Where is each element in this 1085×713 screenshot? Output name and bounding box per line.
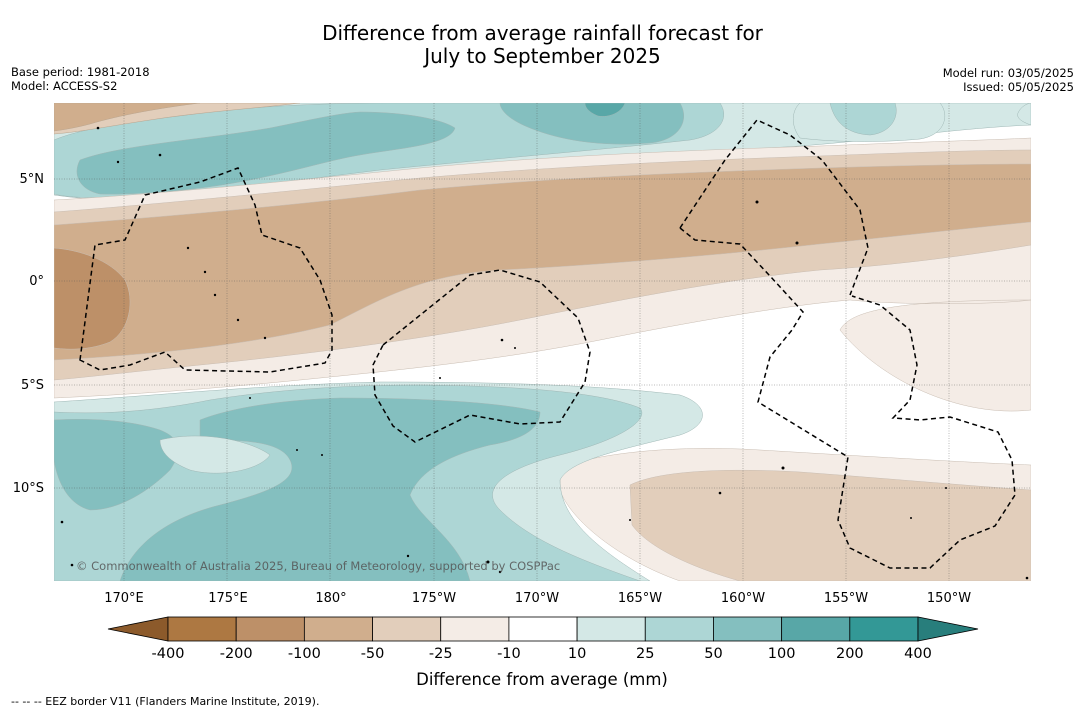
colorbar [107, 616, 979, 642]
copyright-text: © Commonwealth of Australia 2025, Bureau… [76, 559, 560, 573]
colorbar-tick-label: -200 [220, 646, 253, 662]
lat-label-0: 0° [29, 274, 44, 289]
rainfall-contours: © Commonwealth of Australia 2025, Bureau… [54, 103, 1031, 581]
colorbar-segment [440, 616, 510, 642]
contour-dry-band-darkest-brown [54, 247, 131, 350]
colorbar-segment [235, 616, 305, 642]
lon-label-170w: 170°W [515, 591, 559, 606]
model-run-date: Model run: 03/05/2025 [942, 66, 1074, 80]
lon-axis-labels: 170°E 175°E 180° 175°W 170°W 165°W 160°W… [104, 591, 971, 606]
colorbar-tick-label: 50 [704, 646, 722, 662]
islands [60, 126, 1029, 580]
contour-top-right-mid-teal [829, 103, 897, 136]
colorbar-tick-labels: -400 -200 -100 -50 -25 -10 10 25 50 100 200 400 [152, 646, 932, 662]
colorbar-tick-label: 10 [568, 646, 586, 662]
contour-south-white-gap [159, 435, 271, 474]
meta-left: Base period: 1981-2018 Model: ACCESS-S2 [11, 65, 150, 93]
map-title-line-1: Difference from average rainfall forecas… [322, 21, 763, 45]
lon-label-150w: 150°W [927, 591, 971, 606]
eez-border-howland-baker [372, 269, 591, 443]
colorbar-tick-label: -100 [288, 646, 321, 662]
colorbar-tick-label: -50 [361, 646, 385, 662]
contour-dry-band-mid-brown [54, 163, 1031, 361]
lon-label-160w: 160°W [721, 591, 765, 606]
eez-border-tuvalu [79, 167, 333, 373]
lat-label-5s: 5°S [21, 378, 44, 393]
lon-label-170e: 170°E [104, 591, 144, 606]
lon-label-155w: 155°W [824, 591, 868, 606]
eez-footnote: -- -- -- EEZ border V11 (Flanders Marine… [11, 695, 320, 708]
lon-label-175w: 175°W [412, 591, 456, 606]
lon-label-175e: 175°E [208, 591, 248, 606]
lat-axis-labels: 5°N 0° 5°S 10°S [13, 172, 44, 496]
contour-top-band-darkest-teal [584, 103, 626, 117]
colorbar-segment [849, 616, 919, 642]
lon-label-180: 180° [315, 591, 346, 606]
issued-date: Issued: 05/05/2025 [963, 80, 1074, 94]
eez-borders [79, 119, 1016, 569]
colorbar-tick-label: 400 [904, 646, 932, 662]
colorbar-extend-high [917, 616, 979, 642]
colorbar-tick-label: 25 [636, 646, 654, 662]
colorbar-extend-low [107, 616, 169, 642]
colorbar-segment [644, 616, 714, 642]
base-period: Base period: 1981-2018 [11, 65, 150, 79]
lat-label-5n: 5°N [20, 172, 45, 187]
colorbar-segment [508, 616, 578, 642]
colorbar-tick-label: -25 [429, 646, 453, 662]
model-name: Model: ACCESS-S2 [11, 79, 118, 93]
colorbar-segment [781, 616, 851, 642]
colorbar-segment [303, 616, 373, 642]
colorbar-tick-label: -10 [497, 646, 521, 662]
colorbar-label: Difference from average (mm) [416, 670, 668, 689]
graticule [54, 103, 1031, 581]
contour-top-right-light-teal [1017, 103, 1031, 126]
colorbar-tick-label: 100 [768, 646, 796, 662]
contour-top-band-mid-teal [76, 111, 456, 195]
contour-southeast-light-brown [629, 469, 1031, 581]
lon-label-165w: 165°W [618, 591, 662, 606]
meta-right: Model run: 03/05/2025 Issued: 05/05/2025 [943, 66, 1074, 94]
map-title-line-2: July to September 2025 [424, 44, 661, 68]
eez-border-line-islands-north [679, 119, 869, 296]
eez-border-phoenix [679, 227, 1016, 569]
contour-top-left-mid-brown [54, 103, 201, 132]
colorbar-segment [713, 616, 783, 642]
contour-top-band-deep-teal [499, 103, 684, 145]
colorbar-segment [576, 616, 646, 642]
lat-label-10s: 10°S [13, 481, 44, 496]
contour-south-west-mid-teal [54, 419, 179, 511]
contour-south-mid-teal [119, 397, 541, 581]
colorbar-tick-label: -400 [152, 646, 185, 662]
colorbar-tick-label: 200 [836, 646, 864, 662]
colorbar-segment [372, 616, 442, 642]
colorbar-segment [167, 616, 237, 642]
